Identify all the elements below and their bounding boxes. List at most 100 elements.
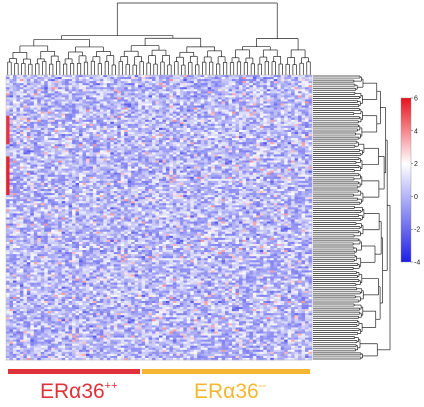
heatmap-cell xyxy=(75,111,80,114)
heatmap-cell xyxy=(12,174,17,178)
heatmap-cell xyxy=(252,75,257,78)
heatmap-cell xyxy=(252,87,257,90)
heatmap-cell xyxy=(30,182,35,186)
heatmap-cell xyxy=(183,150,188,153)
heatmap-cell xyxy=(287,97,292,100)
heatmap-cell xyxy=(44,127,49,131)
heatmap-cell xyxy=(23,166,28,169)
heatmap-cell xyxy=(99,83,104,86)
heatmap-cell xyxy=(9,154,14,157)
heatmap-cell xyxy=(110,111,115,114)
heatmap-cell xyxy=(238,146,243,149)
heatmap-cell xyxy=(235,113,240,117)
heatmap-cell xyxy=(124,101,129,104)
heatmap-cell xyxy=(211,127,215,131)
heatmap-cell xyxy=(280,156,285,159)
heatmap-cell xyxy=(40,182,45,186)
heatmap-cell xyxy=(238,178,243,182)
heatmap-cell xyxy=(51,150,55,153)
heatmap-cell xyxy=(232,150,236,153)
heatmap-cell xyxy=(245,87,250,90)
heatmap-cell xyxy=(186,136,191,139)
heatmap-cell xyxy=(270,95,275,98)
heatmap-cell xyxy=(249,105,254,108)
heatmap-cell xyxy=(284,178,288,182)
heatmap-cell xyxy=(99,101,104,104)
heatmap-cell xyxy=(138,170,142,174)
heatmap-cell xyxy=(197,75,202,78)
heatmap-cell xyxy=(58,136,62,139)
heatmap-cell xyxy=(225,144,229,147)
heatmap-cell xyxy=(117,180,122,184)
heatmap-cell xyxy=(165,99,170,102)
heatmap-cell xyxy=(16,113,21,117)
heatmap-cell xyxy=(204,172,208,176)
heatmap-cell xyxy=(169,166,174,169)
heatmap-cell xyxy=(232,156,236,159)
heatmap-cell xyxy=(58,132,62,135)
heatmap-cell xyxy=(51,113,55,117)
heatmap-cell xyxy=(183,152,188,155)
heatmap-cell xyxy=(298,158,302,161)
heatmap-cell xyxy=(127,168,132,171)
heatmap-cell xyxy=(245,140,250,143)
heatmap-cell xyxy=(284,81,288,84)
heatmap-cell xyxy=(19,154,24,157)
heatmap-cell xyxy=(120,85,125,88)
heatmap-cell xyxy=(61,136,66,139)
heatmap-cell xyxy=(58,95,62,98)
heatmap-cell xyxy=(148,87,153,90)
heatmap-cell xyxy=(127,132,132,135)
heatmap-cell xyxy=(65,158,69,161)
heatmap-cell xyxy=(165,103,170,106)
heatmap-cell xyxy=(61,77,66,80)
heatmap-cell xyxy=(75,136,80,139)
heatmap-cell xyxy=(214,115,219,119)
heatmap-cell xyxy=(75,81,80,84)
heatmap-cell xyxy=(96,95,101,98)
heatmap-cell xyxy=(207,103,212,106)
heatmap-cell xyxy=(266,123,271,127)
heatmap-cell xyxy=(145,109,149,112)
heatmap-cell xyxy=(204,107,208,110)
heatmap-cell xyxy=(197,81,202,84)
heatmap-cell xyxy=(75,121,80,125)
heatmap-cell xyxy=(263,129,268,133)
heatmap-cell xyxy=(183,77,188,80)
heatmap-cell xyxy=(238,115,243,119)
heatmap-cell xyxy=(245,125,250,129)
heatmap-cell xyxy=(65,101,69,104)
heatmap-cell xyxy=(165,156,170,159)
heatmap-cell xyxy=(127,97,132,100)
heatmap-cell xyxy=(103,129,108,133)
heatmap-cell xyxy=(252,79,257,82)
heatmap-cell xyxy=(305,103,309,106)
heatmap-cell xyxy=(6,176,10,180)
heatmap-cell xyxy=(23,107,28,110)
heatmap-cell xyxy=(256,127,261,131)
heatmap-cell xyxy=(305,101,309,104)
heatmap-cell xyxy=(12,170,17,174)
heatmap-cell xyxy=(176,142,181,145)
heatmap-cell xyxy=(266,91,271,94)
heatmap-cell xyxy=(207,121,212,125)
heatmap-cell xyxy=(273,85,278,88)
heatmap-cell xyxy=(40,115,45,119)
heatmap-cell xyxy=(47,146,52,149)
heatmap-cell xyxy=(61,75,66,78)
heatmap-cell xyxy=(65,174,69,178)
heatmap-cell xyxy=(207,176,212,180)
heatmap-cell xyxy=(284,174,288,178)
heatmap-cell xyxy=(19,75,24,78)
heatmap-cell xyxy=(186,127,191,131)
heatmap-cell xyxy=(96,138,101,141)
heatmap-cell xyxy=(131,93,135,96)
heatmap-cell xyxy=(85,174,90,178)
heatmap-cell xyxy=(148,134,153,137)
heatmap-cell xyxy=(103,174,108,178)
heatmap-cell xyxy=(54,166,59,169)
heatmap-cell xyxy=(85,93,90,96)
heatmap-cell xyxy=(30,105,35,108)
heatmap-cell xyxy=(12,115,17,119)
heatmap-cell xyxy=(159,83,163,86)
